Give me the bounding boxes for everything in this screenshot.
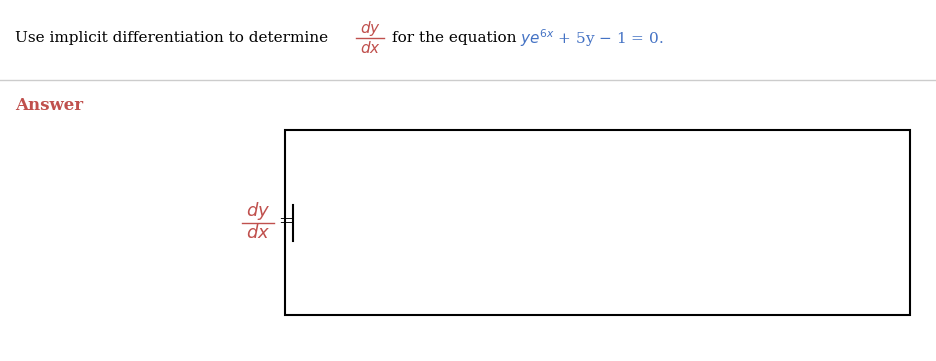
Text: Use implicit differentiation to determine: Use implicit differentiation to determin… (15, 31, 329, 45)
Text: =: = (279, 213, 294, 231)
Bar (285, 130, 910, 315)
Text: for the equation: for the equation (392, 31, 517, 45)
Text: $\mathit{dx}$: $\mathit{dx}$ (246, 225, 271, 243)
Text: $ye^{6x}$ + 5y − 1 = 0.: $ye^{6x}$ + 5y − 1 = 0. (520, 27, 664, 49)
Text: $\mathit{dy}$: $\mathit{dy}$ (359, 18, 380, 38)
Text: Answer: Answer (15, 96, 83, 113)
Text: $\mathit{dy}$: $\mathit{dy}$ (246, 200, 271, 222)
Text: $\mathit{dx}$: $\mathit{dx}$ (359, 40, 380, 56)
